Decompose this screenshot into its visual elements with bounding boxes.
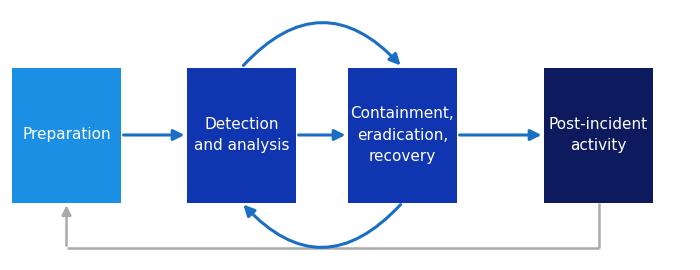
FancyBboxPatch shape xyxy=(13,68,120,202)
Text: Containment,
eradication,
recovery: Containment, eradication, recovery xyxy=(351,106,454,164)
Text: Preparation: Preparation xyxy=(22,127,111,143)
FancyBboxPatch shape xyxy=(545,68,652,202)
FancyBboxPatch shape xyxy=(348,68,456,202)
FancyBboxPatch shape xyxy=(187,68,295,202)
Text: Post-incident
activity: Post-incident activity xyxy=(549,117,648,153)
Text: Detection
and analysis: Detection and analysis xyxy=(194,117,289,153)
